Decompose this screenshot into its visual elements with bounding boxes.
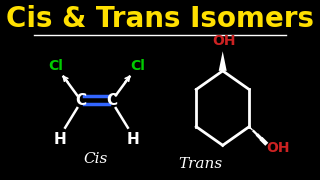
Text: Cl: Cl [48,59,63,73]
Text: OH: OH [212,35,236,48]
Text: Cl: Cl [130,59,145,73]
Polygon shape [219,51,227,71]
Text: Trans: Trans [178,157,222,171]
Text: OH: OH [266,141,290,155]
Text: Cis: Cis [84,152,108,166]
Text: C: C [106,93,117,108]
Text: C: C [76,93,87,108]
Text: H: H [54,132,67,147]
Text: Cis & Trans Isomers: Cis & Trans Isomers [6,5,314,33]
Text: H: H [126,132,139,147]
